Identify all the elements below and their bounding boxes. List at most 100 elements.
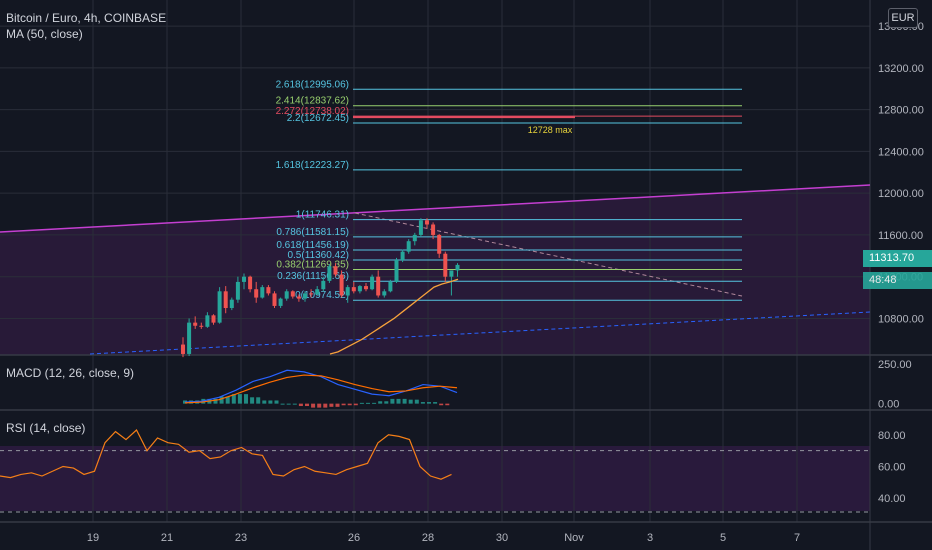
candle-body	[394, 259, 399, 282]
rsi-band	[0, 446, 870, 511]
candle-body	[345, 287, 350, 296]
macd-histogram-bar	[372, 402, 377, 404]
candle-body	[205, 315, 210, 327]
candle-body	[339, 274, 344, 296]
rsi-legend: RSI (14, close)	[6, 421, 86, 435]
time-axis-label: 3	[647, 532, 653, 544]
rsi-axis-label: 60.00	[878, 462, 906, 474]
candle-body	[242, 276, 246, 282]
time-axis-label: 30	[496, 532, 508, 544]
candle-body	[248, 276, 253, 290]
symbol-legend: Bitcoin / Euro, 4h, COINBASE	[6, 11, 167, 25]
candle-body	[187, 322, 192, 354]
candle-body	[296, 296, 301, 299]
macd-histogram-bar	[305, 403, 309, 407]
macd-histogram-bar	[366, 402, 370, 404]
candle-body	[370, 276, 375, 290]
macd-histogram-bar	[353, 403, 358, 406]
time-axis-label: 5	[720, 532, 726, 544]
candle-body	[272, 293, 277, 306]
macd-histogram-bar	[359, 402, 364, 404]
macd-histogram-bar	[323, 403, 328, 408]
macd-histogram-bar	[268, 400, 273, 404]
candle-body	[181, 344, 185, 354]
candle-body	[376, 276, 381, 296]
candle-body	[400, 251, 405, 260]
rsi-axis-label: 40.00	[878, 493, 906, 505]
fib-level-label: 0(10974.52)	[295, 290, 349, 301]
channel-top-line	[0, 184, 871, 233]
candle-body	[199, 325, 204, 327]
candle-body	[284, 291, 289, 299]
candle-body	[309, 293, 314, 295]
candle-body	[455, 264, 460, 271]
macd-histogram-bar	[414, 399, 419, 404]
macd-histogram-bar	[384, 401, 389, 404]
time-axis-label: 7	[794, 532, 800, 544]
ma-legend: MA (50, close)	[6, 27, 83, 41]
last-price-tag: 11313.70	[863, 250, 932, 267]
candle-body	[315, 289, 320, 295]
candle-body	[437, 234, 442, 254]
macd-histogram-bar	[219, 396, 224, 404]
candle-body	[382, 291, 387, 296]
candle-body	[235, 281, 240, 300]
fib-level-label: 0.5(11360.42)	[287, 250, 349, 261]
price-axis-label: 12800.00	[878, 105, 924, 117]
currency-badge[interactable]: EUR	[888, 8, 918, 28]
macd-histogram-bar	[420, 402, 425, 404]
max-label: 12728 max	[528, 125, 573, 135]
time-axis-label: 28	[422, 532, 434, 544]
candle-body	[364, 286, 368, 290]
macd-histogram-bar	[378, 401, 383, 404]
fib-level-label: 2.414(12837.62)	[276, 96, 349, 107]
candle-body	[193, 322, 198, 326]
macd-histogram-bar	[347, 403, 352, 406]
candle-body	[211, 315, 216, 323]
candle-body	[351, 287, 356, 292]
channel-fill	[0, 185, 870, 355]
fib-level-label: 2.2(12672.45)	[287, 113, 349, 124]
macd-histogram-bar	[317, 403, 322, 408]
macd-histogram-bar	[237, 394, 242, 404]
candle-body	[443, 253, 448, 277]
price-axis-label: 12400.00	[878, 146, 924, 158]
time-axis-label: Nov	[564, 532, 584, 544]
macd-histogram-bar	[244, 394, 248, 404]
candle-body	[290, 291, 295, 297]
macd-axis-label: 0.00	[878, 399, 899, 411]
candle-body	[217, 291, 222, 323]
candle-body	[406, 241, 411, 252]
macd-legend: MACD (12, 26, close, 9)	[6, 366, 135, 380]
candle-body	[412, 234, 417, 242]
macd-histogram-bar	[402, 398, 407, 404]
candle-body	[229, 299, 234, 309]
macd-histogram-bar	[274, 400, 279, 404]
price-axis-label: 11600.00	[878, 230, 923, 242]
price-axis-label: 12000.00	[878, 188, 924, 200]
fib-level-label: 0.382(11269.35)	[276, 259, 349, 270]
ma50-line	[329, 278, 459, 355]
fib-level-label: 1(11746.31)	[296, 210, 349, 221]
candle-body	[303, 293, 307, 299]
macd-histogram-bar	[335, 403, 340, 407]
countdown-tag: 48:48	[863, 272, 932, 289]
candle-body	[449, 270, 454, 277]
macd-histogram-bar	[390, 398, 395, 404]
macd-histogram-bar	[311, 403, 316, 408]
candle-body	[418, 220, 423, 235]
time-axis-label: 23	[235, 532, 247, 544]
time-axis-label: 26	[348, 532, 360, 544]
candle-body	[254, 289, 259, 298]
candle-body	[223, 291, 228, 309]
fib-level-label: 1.618(12223.27)	[276, 160, 349, 171]
macd-histogram-bar	[262, 400, 267, 404]
candle-body	[388, 281, 393, 292]
macd-histogram-bar	[225, 396, 230, 404]
rsi-axis-label: 80.00	[878, 430, 906, 442]
rsi-line	[0, 429, 452, 480]
candle-body	[357, 286, 362, 292]
macd-histogram-bar	[408, 399, 413, 404]
price-axis-label: 10800.00	[878, 313, 924, 325]
